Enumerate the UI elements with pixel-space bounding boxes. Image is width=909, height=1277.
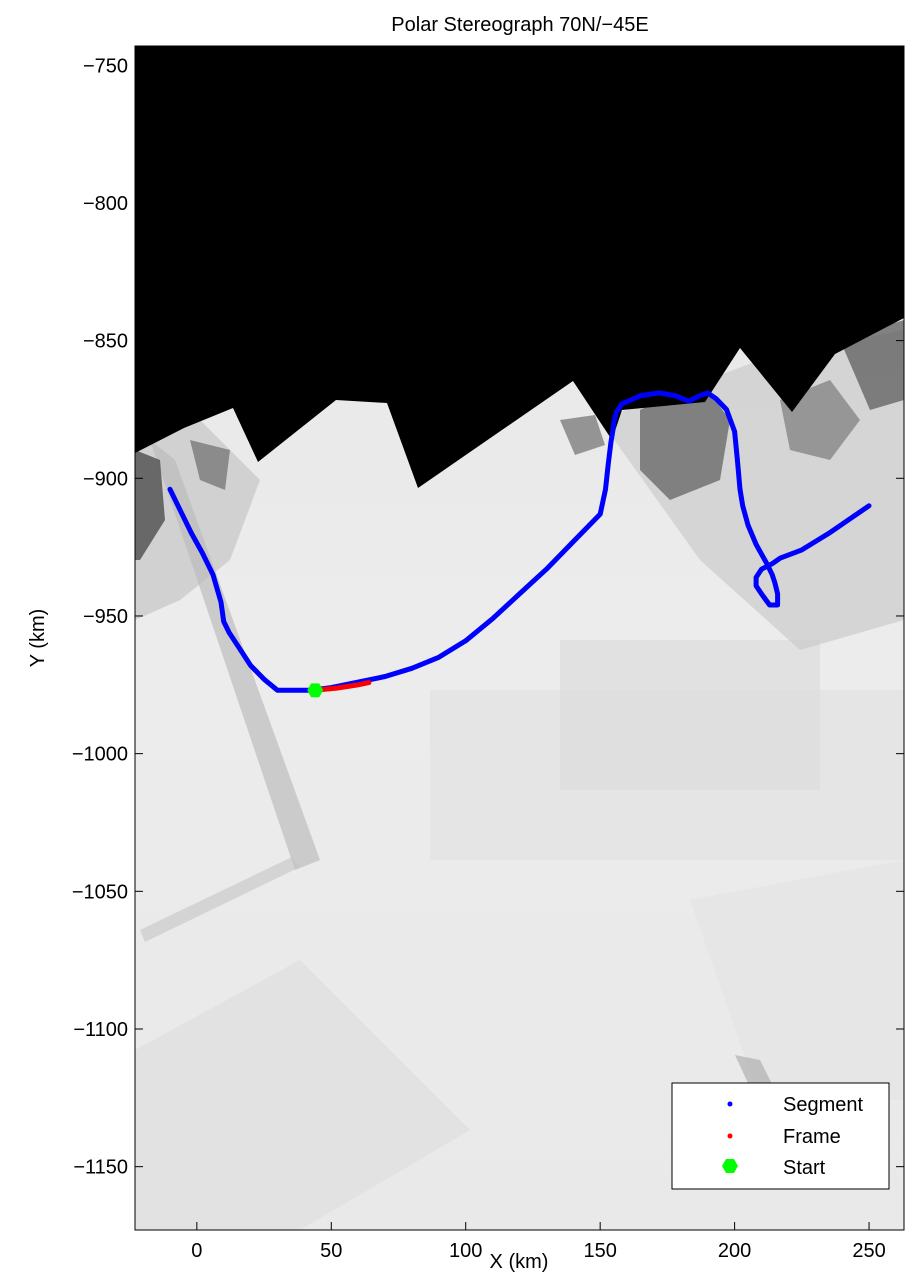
legend-segment-marker — [727, 1101, 733, 1107]
y-axis-label: Y (km) — [27, 609, 49, 668]
map-title: Polar Stereograph 70N/−45E — [391, 14, 648, 36]
x-tick-label: 50 — [320, 1240, 342, 1262]
series-line-segment — [167, 390, 872, 693]
y-tick-label: −1100 — [73, 1019, 128, 1041]
rock-outcrop-5 — [135, 450, 165, 560]
rock-outcrop-1 — [640, 380, 730, 500]
x-tick-label: 200 — [718, 1240, 751, 1262]
x-axis-label: X (km) — [490, 1251, 549, 1273]
start-point-marker — [307, 683, 324, 698]
rock-outcrop-6 — [190, 440, 230, 490]
x-tick-label: 150 — [583, 1240, 616, 1262]
no-data-region — [135, 46, 904, 488]
track-layer — [167, 390, 872, 698]
y-tick-label: −950 — [83, 606, 128, 628]
y-axis: −750 −800 −850 −900 −950 −1000 −1050 −1100 −1150 — [72, 55, 904, 1179]
x-tick-label: 100 — [449, 1240, 482, 1262]
legend-start-marker — [722, 1159, 738, 1173]
x-axis: 0 50 100 150 200 250 — [191, 46, 886, 1262]
legend-start-label: Start — [783, 1157, 826, 1179]
legend-segment-label: Segment — [783, 1094, 863, 1116]
y-tick-label: −850 — [83, 331, 128, 353]
legend-frame-label: Frame — [783, 1126, 841, 1148]
mosaic-tile-4 — [690, 860, 904, 1100]
basemap-mosaic — [135, 46, 904, 1230]
legend-box — [671, 1082, 890, 1190]
rock-outcrop-4 — [560, 415, 605, 455]
y-tick-label: −750 — [83, 55, 128, 77]
series-line-frame — [312, 680, 372, 693]
y-tick-label: −1050 — [72, 881, 128, 903]
legend: Segment Frame Start — [671, 1082, 890, 1190]
y-tick-label: −800 — [83, 193, 128, 215]
x-tick-label: 250 — [852, 1240, 885, 1262]
rough-terrain — [135, 420, 260, 620]
x-tick-label: 0 — [191, 1240, 202, 1262]
mosaic-tile-2 — [560, 640, 820, 790]
y-tick-label: −1000 — [72, 744, 128, 766]
y-tick-label: −1150 — [73, 1157, 128, 1179]
legend-frame-marker — [727, 1133, 733, 1139]
mosaic-tile-3 — [135, 960, 470, 1230]
flight-line-swath-lower — [140, 857, 300, 942]
plot-frame — [134, 45, 905, 1231]
y-tick-label: −900 — [83, 468, 128, 490]
